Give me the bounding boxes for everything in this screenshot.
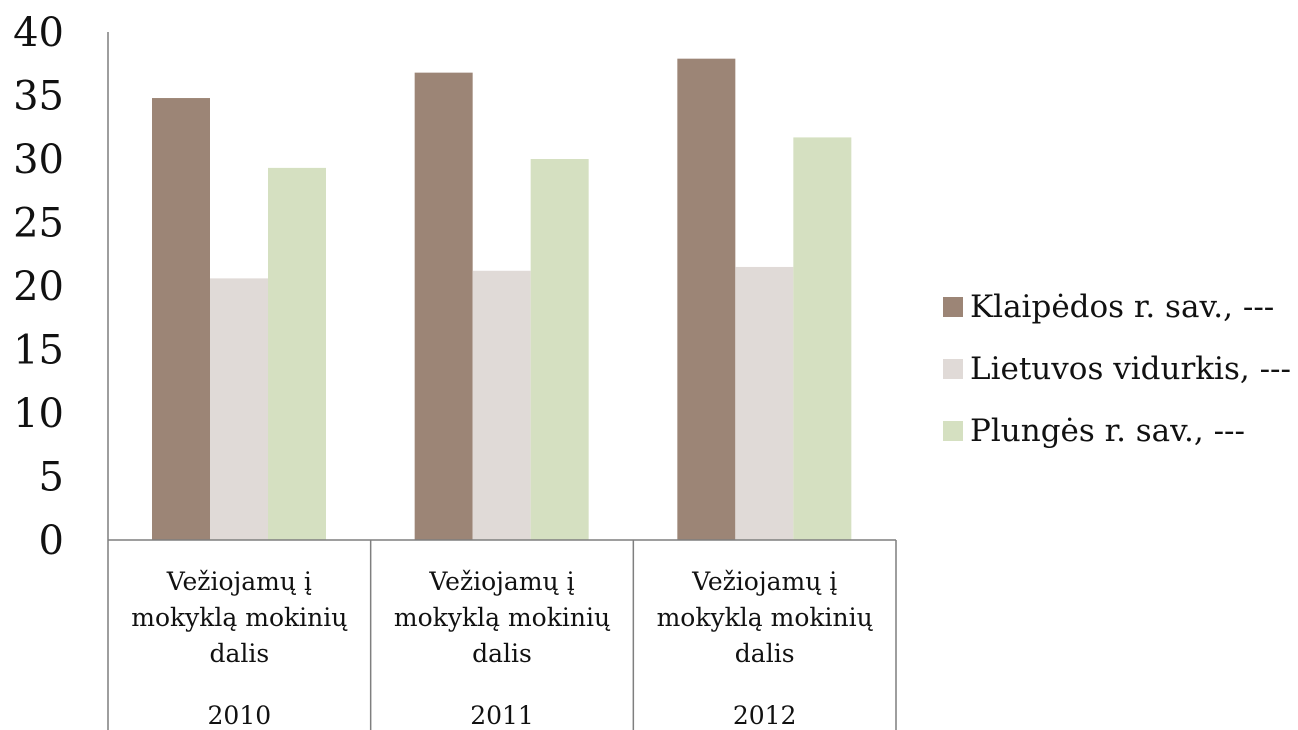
x-axis-labels: Vežiojamų į mokyklą mokinių dalis 2010 Vežio… — [131, 567, 873, 730]
legend-label: Plungės r. sav., --- — [970, 413, 1245, 449]
bar-2012-series-1 — [677, 58, 736, 541]
bar-2011-series-3 — [530, 159, 589, 540]
bar-2011-series-2 — [472, 270, 531, 540]
bar-2012-series-2 — [735, 266, 794, 540]
y-tick-label: 25 — [13, 201, 64, 247]
x-category-label: mokyklą mokinių — [131, 603, 348, 632]
x-year-label: 2010 — [208, 701, 272, 730]
bars-group — [152, 58, 852, 541]
y-axis-ticks: 0 5 10 15 20 25 30 35 40 — [13, 10, 64, 564]
x-year-label: 2012 — [733, 701, 797, 730]
x-category-label: dalis — [735, 639, 795, 668]
legend-label: Lietuvos vidurkis, --- — [970, 351, 1291, 387]
bar-2010-series-2 — [210, 278, 268, 540]
bar-2010-series-1 — [152, 98, 210, 540]
y-tick-label: 5 — [39, 455, 64, 501]
legend-swatch — [943, 359, 963, 379]
x-category-label: dalis — [472, 639, 532, 668]
x-category-label: dalis — [209, 639, 269, 668]
legend-label: Klaipėdos r. sav., --- — [970, 289, 1274, 325]
y-tick-label: 30 — [13, 137, 64, 183]
bar-2010-series-3 — [268, 167, 326, 540]
legend-swatch — [943, 421, 963, 441]
y-tick-label: 35 — [13, 74, 64, 120]
x-category-label: Vežiojamų į — [166, 567, 312, 596]
y-tick-label: 0 — [39, 518, 64, 564]
axes-group — [107, 32, 897, 730]
y-tick-label: 40 — [13, 10, 64, 56]
x-category-label: mokyklą mokinių — [394, 603, 611, 632]
x-category-label: Vežiojamų į — [428, 567, 574, 596]
x-category-label: Vežiojamų į — [691, 567, 837, 596]
y-tick-label: 15 — [13, 328, 64, 374]
x-category-label: mokyklą mokinių — [657, 603, 874, 632]
bar-2012-series-3 — [793, 137, 852, 540]
legend-swatch — [943, 297, 963, 317]
y-tick-label: 10 — [13, 391, 64, 437]
y-tick-label: 20 — [13, 264, 64, 310]
x-year-label: 2011 — [470, 701, 534, 730]
bar-2011-series-1 — [414, 72, 473, 540]
legend: Klaipėdos r. sav., --- Lietuvos vidurkis,… — [943, 289, 1291, 449]
